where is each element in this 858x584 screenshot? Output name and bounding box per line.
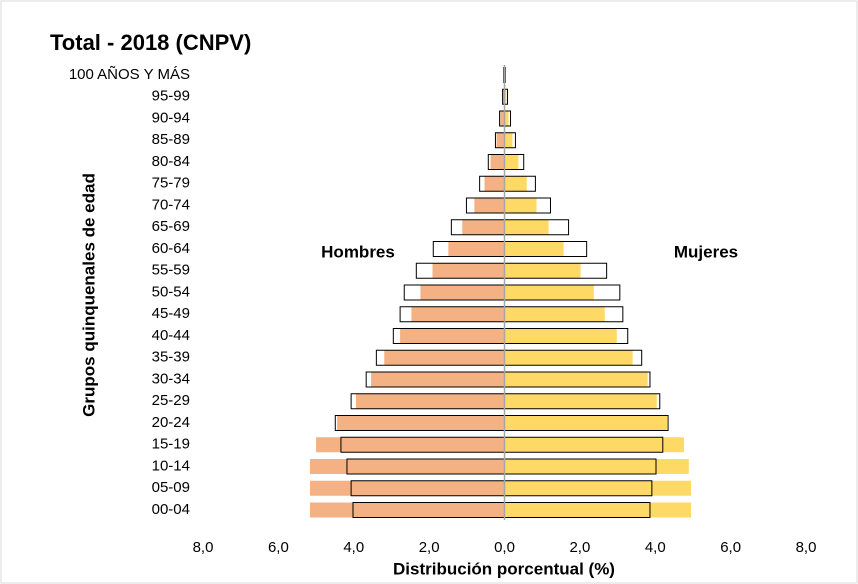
y-tick-label: 00-04 xyxy=(152,501,190,518)
bar xyxy=(504,111,509,126)
x-tick-label: 4,0 xyxy=(645,539,666,556)
bar xyxy=(371,372,505,387)
bar xyxy=(356,393,505,409)
bar xyxy=(504,437,684,453)
bar xyxy=(432,263,505,279)
bar xyxy=(504,350,633,366)
bar xyxy=(310,480,505,496)
bar xyxy=(448,241,505,257)
bar xyxy=(337,415,505,431)
y-tick-label: 85-89 xyxy=(152,131,190,148)
bar xyxy=(504,285,594,300)
y-tick-label: 20-24 xyxy=(152,414,190,431)
bar xyxy=(504,154,519,170)
y-tick-label: 50-54 xyxy=(152,283,190,300)
y-tick-label: 40-44 xyxy=(152,327,190,344)
bar xyxy=(504,480,692,496)
bar xyxy=(504,502,692,518)
bar xyxy=(504,372,648,387)
y-axis-label: Grupos quinquenales de edad xyxy=(79,173,98,417)
bar xyxy=(496,132,505,148)
y-tick-label: 65-69 xyxy=(152,218,190,235)
bar xyxy=(504,393,657,409)
bar xyxy=(474,198,505,213)
bar xyxy=(504,176,527,192)
y-tick-label: 100 AÑOS Y MÁS xyxy=(69,66,190,83)
bar xyxy=(462,219,505,235)
x-tick-label: 2,0 xyxy=(569,539,590,556)
y-tick-label: 90-94 xyxy=(152,109,190,126)
bar xyxy=(504,263,581,279)
bar xyxy=(504,132,513,148)
y-tick-label: 75-79 xyxy=(152,175,190,192)
bar xyxy=(504,219,549,235)
bar xyxy=(310,459,505,474)
y-tick-label: 95-99 xyxy=(152,88,190,105)
bar xyxy=(316,437,505,453)
y-tick-label: 60-64 xyxy=(152,240,190,257)
x-tick-label: 8,0 xyxy=(796,539,817,556)
x-tick-label: 4,0 xyxy=(343,539,364,556)
y-tick-label: 55-59 xyxy=(152,262,190,279)
annotation: Hombres xyxy=(321,242,395,261)
bar xyxy=(500,111,505,126)
bar xyxy=(420,285,505,300)
bar xyxy=(504,459,689,474)
bar xyxy=(400,328,505,344)
annotation: Mujeres xyxy=(674,242,738,261)
bar xyxy=(484,176,505,192)
bar xyxy=(504,306,605,322)
y-tick-label: 10-14 xyxy=(152,457,190,474)
y-tick-label: 35-39 xyxy=(152,349,190,366)
bar xyxy=(504,241,564,257)
bar xyxy=(504,415,667,431)
x-tick-label: 2,0 xyxy=(419,539,440,556)
x-tick-label: 8,0 xyxy=(193,539,214,556)
chart-title: Total - 2018 (CNPV) xyxy=(50,30,251,55)
x-tick-label: 0,0 xyxy=(494,539,515,556)
bar xyxy=(384,350,505,366)
bar xyxy=(310,502,505,518)
y-tick-label: 45-49 xyxy=(152,305,190,322)
y-tick-label: 70-74 xyxy=(152,196,190,213)
bar xyxy=(411,306,505,322)
y-tick-label: 30-34 xyxy=(152,370,190,387)
x-tick-label: 6,0 xyxy=(720,539,741,556)
x-tick-label: 6,0 xyxy=(268,539,289,556)
y-tick-label: 80-84 xyxy=(152,153,190,170)
y-tick-label: 25-29 xyxy=(152,392,190,409)
y-tick-label: 15-19 xyxy=(152,436,190,453)
bar xyxy=(504,198,537,213)
bar xyxy=(504,328,617,344)
y-tick-label: 05-09 xyxy=(152,479,190,496)
x-axis-label: Distribución porcentual (%) xyxy=(393,559,615,578)
bar xyxy=(502,89,505,105)
bar xyxy=(504,89,507,105)
bar xyxy=(490,154,505,170)
